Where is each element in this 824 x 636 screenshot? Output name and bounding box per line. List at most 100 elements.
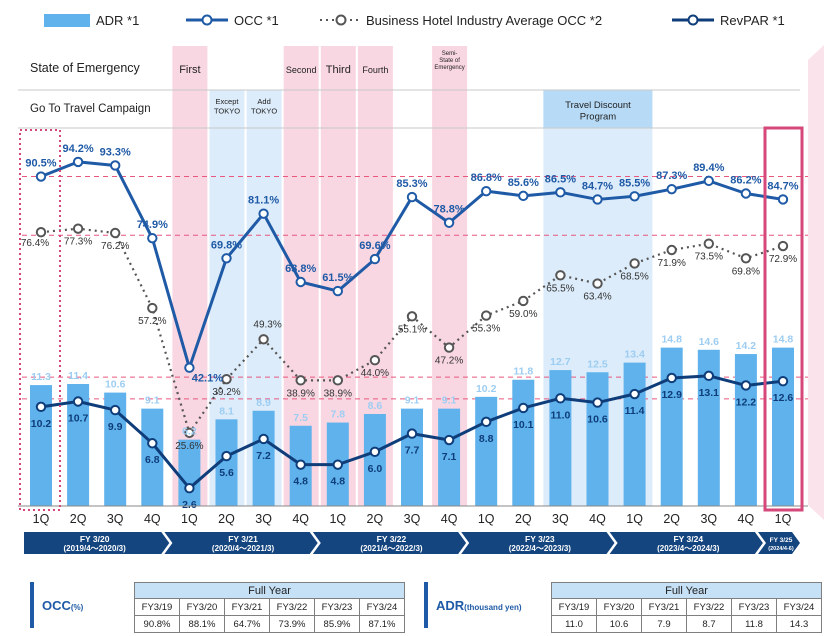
x-tick-label: 1Q	[329, 512, 346, 526]
fiscal-year-period: (2019/4～2020/3)	[64, 544, 127, 553]
revpar-line-marker	[481, 416, 492, 428]
gotravel-label: Except TOKYO	[214, 97, 240, 116]
fiscal-year-chevron	[312, 532, 467, 554]
adr-value-label: 14.2	[736, 340, 757, 352]
adr-value-label: 7.5	[293, 412, 308, 424]
industry-occ-line-marker	[147, 302, 158, 314]
industry-value-label: 76.4%	[21, 238, 49, 249]
occ-value-label: 78.8%	[433, 204, 464, 216]
adr-bar	[141, 408, 164, 506]
occ-line-marker	[666, 183, 677, 195]
x-tick-label: 3Q	[552, 512, 569, 526]
fiscal-year-axis: FY 3/20(2019/4～2020/3) FY 3/21(2020/4～202…	[24, 532, 800, 554]
x-tick-label: 4Q	[144, 512, 161, 526]
fy25-q1-highlight-box	[763, 126, 804, 512]
industry-value-label: 71.9%	[658, 258, 686, 269]
adr-bar	[512, 379, 535, 506]
gotravel-label: Travel Discount Program	[565, 100, 631, 123]
occ-line-marker	[258, 208, 269, 219]
occ-line-marker	[592, 194, 603, 205]
occ-value-label: 81.1%	[248, 195, 279, 207]
revpar-line-marker	[777, 375, 789, 387]
occ-unit-text: (%)	[70, 603, 84, 612]
revpar-value-label: 7.1	[442, 451, 457, 463]
occ-line-marker	[703, 175, 714, 187]
emergency-label: Semi-State of Emergency	[434, 51, 464, 71]
industry-occ-line-marker	[295, 375, 306, 386]
x-tick-label: 4Q	[589, 512, 606, 526]
industry-value-label: 59.0%	[509, 309, 537, 320]
legend-adr-label: ADR *1	[96, 13, 139, 28]
revpar-value-label: 10.6	[587, 414, 608, 426]
adr-year-cell: FY3/20	[596, 598, 642, 616]
x-tick-label: 4Q	[738, 512, 755, 526]
fiscal-year-label: FY 3/25	[770, 537, 793, 544]
legend-adr-swatch	[44, 14, 90, 27]
occ-value-label: 69.8%	[211, 239, 242, 251]
adr-value-label: 14.8	[661, 334, 682, 346]
occ-value-label: 61.5%	[322, 272, 353, 284]
adr-bar	[401, 408, 423, 506]
revpar-line-marker	[518, 402, 529, 414]
revpar-line-marker	[555, 393, 566, 404]
occ-value-label: 69.6%	[359, 240, 390, 252]
industry-occ-line-marker	[258, 334, 269, 345]
adr-value-cell: 11.8	[731, 615, 777, 633]
revpar-value-label: 9.9	[108, 421, 123, 433]
highlight-arrow-shade	[808, 45, 824, 520]
reference-lines	[22, 176, 808, 400]
x-tick-label: 3Q	[255, 512, 272, 526]
industry-value-label: 55.1%	[398, 324, 426, 335]
x-tick-label: 3Q	[404, 512, 421, 526]
legend-revpar-label: RevPAR *1	[720, 13, 785, 28]
industry-value-label: 76.2%	[101, 241, 129, 252]
industry-value-label: 47.2%	[435, 356, 463, 367]
occ-line-marker	[72, 156, 84, 168]
adr-year-cell: FY3/23	[731, 598, 777, 616]
x-axis: 1Q 2Q 3Q 4Q 1Q 2Q 3Q 4Q 1Q 2Q 3Q 4Q 1Q 2Q 3Q 4Q 1Q 2Q 3Q 4Q…	[18, 505, 808, 526]
industry-value-label: 38.9%	[287, 388, 315, 399]
adr-value-label: 9.1	[442, 395, 457, 407]
fiscal-year-period: (2020/4～2021/3)	[212, 544, 275, 553]
adr-table-label: ADR(thousand yen)	[436, 598, 522, 613]
legend: ADR *1 OCC *1 Business Hotel Industry Aver…	[44, 13, 785, 28]
industry-value-label: 73.5%	[695, 252, 723, 263]
revpar-value-label: 12.2	[736, 396, 757, 408]
x-tick-label: 2Q	[515, 512, 532, 526]
occ-table-label: OCC(%)	[42, 598, 83, 613]
industry-value-label: 63.4%	[583, 292, 611, 303]
adr-bars	[30, 347, 794, 506]
revpar-value-label: 5.6	[219, 467, 234, 479]
occ-value-label: 86.5%	[545, 173, 576, 185]
adr-value-cell: 7.9	[641, 615, 687, 633]
industry-occ-line-marker	[777, 240, 789, 252]
adr-year-cell: FY3/24	[776, 598, 822, 616]
occ-year-cell: FY3/22	[269, 598, 315, 616]
highlight-overlays	[19, 45, 824, 520]
revpar-line-marker	[443, 434, 455, 446]
adr-bar	[475, 396, 498, 506]
x-tick-label: 4Q	[441, 512, 458, 526]
revpar-line-marker	[110, 404, 121, 416]
occ-value-cell: 90.8%	[134, 615, 180, 633]
adr-value-cell: 14.3	[776, 615, 822, 633]
row-labels: State of Emergency Go To Travel Campaign F…	[18, 51, 800, 129]
occ-line-marker	[110, 160, 121, 171]
occ-line-marker	[332, 285, 343, 297]
industry-value-label: 72.9%	[769, 254, 797, 265]
industry-occ-line-marker	[703, 238, 714, 249]
occ-value-label: 86.2%	[730, 175, 761, 187]
adr-table-accent	[424, 582, 428, 628]
fiscal-year-label: FY 3/20	[80, 534, 110, 544]
legend-occ-marker	[201, 14, 213, 26]
occ-label-text: OCC	[42, 598, 71, 613]
adr-value-label: 6.2	[182, 426, 197, 438]
revpar-value-label: 4.8	[330, 476, 345, 488]
fiscal-year-chevron	[758, 532, 800, 554]
occ-value-label: 86.8%	[471, 172, 502, 184]
industry-occ-line-marker	[518, 295, 529, 307]
occ-value-label: 93.3%	[100, 146, 131, 158]
adr-value-label: 13.4	[624, 349, 645, 361]
revpar-line-marker	[295, 459, 306, 470]
